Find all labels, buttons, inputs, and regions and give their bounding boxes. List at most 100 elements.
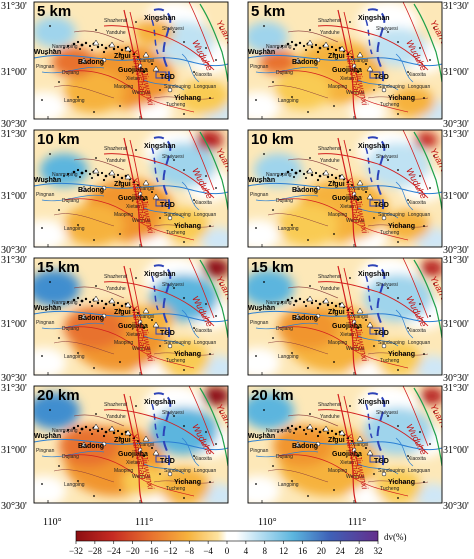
lon-label-111-right: 111°	[348, 517, 366, 528]
place-label-yichang: Yichang	[388, 95, 415, 102]
place-label-dujiang: Dujiang	[62, 454, 79, 460]
panel-frame	[247, 257, 443, 376]
place-label-guojiaba: Guojiaba	[332, 67, 362, 74]
lat-label-r-bottom-r3: 30°30'	[443, 373, 469, 384]
place-label-xiangxi: Xiangxi	[352, 186, 368, 192]
place-label-guojiaba: Guojiaba	[118, 451, 148, 458]
place-label-badong: Badong	[292, 443, 318, 450]
place-label-xietan: Xietan	[126, 204, 140, 210]
depth-label: 20 km	[251, 387, 294, 404]
place-label-yanduhe: Yanduhe	[320, 158, 340, 164]
place-label-badong: Badong	[78, 443, 104, 450]
place-label-wushan: Wushan	[34, 305, 61, 312]
map-panel: Xingshan Badong Zigui Guojiaba Yichang Wushan…	[33, 257, 229, 376]
anomaly-patch	[64, 204, 124, 246]
place-label-tucheng: Tucheng	[166, 358, 185, 364]
anomaly-patch	[40, 153, 88, 187]
place-label-xiangxi: Xiangxi	[138, 186, 154, 192]
place-label-nanmuping: Nanmuping	[52, 44, 78, 50]
place-label-yanduhe: Yanduhe	[106, 158, 126, 164]
place-label-xietan: Xietan	[340, 204, 354, 210]
place-label-xiangxi: Xiangxi	[352, 442, 368, 448]
anomaly-patch	[52, 46, 96, 78]
lat-label-r-top-r3: 31°30'	[443, 255, 469, 266]
panel-frame	[33, 129, 229, 248]
lat-label-mid: 31°00'	[1, 67, 27, 78]
colorbar-tick-label: 12	[279, 546, 288, 556]
place-label-xiaoxita: Xiaoxita	[194, 72, 212, 78]
colorbar-tick-label: 4	[244, 546, 249, 556]
place-label-shuiyuesi: Shuiyuesi	[162, 282, 184, 288]
place-label-sandouping: Sandouping	[378, 340, 405, 346]
panel-frame	[33, 257, 229, 376]
place-label-pingnan: Pingnan	[250, 64, 269, 70]
place-label-xingshan: Xingshan	[358, 15, 390, 22]
place-label-tucheng: Tucheng	[166, 102, 185, 108]
place-label-longquan: Longquan	[408, 468, 430, 474]
latitude-axis-right: 31°30' 31°00' 30°30' 31°30' 31°00' 30°30…	[443, 1, 469, 512]
place-label-longquan: Longquan	[408, 84, 430, 90]
place-label-nanmuping: Nanmuping	[266, 172, 292, 178]
place-label-xiangxi: Xiangxi	[138, 442, 154, 448]
anomaly-patch	[248, 91, 280, 119]
place-label-wushan: Wushan	[34, 177, 61, 184]
anomaly-patch	[34, 347, 66, 375]
place-label-xiaoxita: Xiaoxita	[408, 328, 426, 334]
place-label-tucheng: Tucheng	[380, 230, 399, 236]
velocity-anomalies	[34, 130, 228, 247]
place-label-yichang: Yichang	[388, 223, 415, 230]
lat-label-bottom-r3: 30°30'	[1, 373, 27, 384]
place-label-tucheng: Tucheng	[380, 486, 399, 492]
place-label-tgd: TGD	[160, 330, 175, 337]
colorbar: −32 −28 −24 −20 −16 −12 −8 −4 0 4 8 12 16 20 24 28 32 dv…	[69, 530, 407, 556]
place-label-xingshan: Xingshan	[358, 271, 390, 278]
place-label-yanduhe: Yanduhe	[106, 286, 126, 292]
place-label-wushan: Wushan	[248, 305, 275, 312]
place-label-zigui: Zigui	[328, 437, 345, 444]
anomaly-patch	[248, 475, 280, 503]
place-label-longquan: Longquan	[194, 212, 216, 218]
depth-label: 5 km	[37, 3, 71, 20]
place-label-yanduhe: Yanduhe	[106, 30, 126, 36]
place-label-yanduhe: Yanduhe	[320, 30, 340, 36]
map-panels: Xingshan Badong Zigui Guojiaba Yichang Wushan…	[33, 1, 443, 504]
place-label-wushan: Wushan	[34, 49, 61, 56]
place-label-maoping: Maoping	[328, 212, 347, 218]
place-label-pingnan: Pingnan	[36, 192, 55, 198]
colorbar-tick-label: 0	[225, 546, 230, 556]
colorbar-tick-label: −32	[69, 546, 83, 556]
place-label-pingnan: Pingnan	[36, 448, 55, 454]
place-label-langping: Langping	[278, 226, 299, 232]
depth-label: 15 km	[37, 259, 80, 276]
anomaly-patch	[201, 227, 228, 247]
place-label-pingnan: Pingnan	[250, 448, 269, 454]
anomaly-patch	[158, 339, 210, 375]
colorbar-tick-label: 8	[263, 546, 268, 556]
map-panel: Xingshan Badong Zigui Guojiaba Yichang Wushan…	[247, 257, 443, 376]
place-label-badong: Badong	[292, 187, 318, 194]
place-label-sandouping: Sandouping	[164, 340, 191, 346]
place-label-nanmuping: Nanmuping	[52, 300, 78, 306]
place-label-tgd: TGD	[374, 458, 389, 465]
anomaly-patch	[370, 27, 426, 67]
lat-label-r-mid: 31°00'	[443, 67, 469, 78]
place-label-xiaoxita: Xiaoxita	[408, 200, 426, 206]
place-label-yichang: Yichang	[388, 351, 415, 358]
map-panel: Xingshan Badong Zigui Guojiaba Yichang Wushan…	[33, 129, 229, 248]
lat-label-bottom-r4: 30°30'	[1, 501, 27, 512]
colorbar-tick-label: 24	[336, 546, 346, 556]
place-label-shazhenxi: Shazhenxi	[318, 146, 341, 152]
depth-label: 5 km	[251, 3, 285, 20]
place-label-badong: Badong	[78, 315, 104, 322]
lat-label-r-bottom: 30°30'	[443, 119, 469, 130]
velocity-anomalies	[34, 2, 228, 119]
place-label-xiangxi: Xiangxi	[138, 314, 154, 320]
place-label-longquan: Longquan	[194, 468, 216, 474]
lat-label-r-bottom-r2: 30°30'	[443, 245, 469, 256]
latitude-axis: 31°30' 31°00' 30°30' 31°30' 31°00' 30°30…	[1, 1, 27, 512]
place-label-maoping: Maoping	[328, 84, 347, 90]
place-label-shuiyuesi: Shuiyuesi	[162, 26, 184, 32]
place-label-wenhua: Wenhua	[132, 218, 151, 224]
place-label-xiaoxita: Xiaoxita	[194, 200, 212, 206]
panel-frame	[247, 385, 443, 504]
